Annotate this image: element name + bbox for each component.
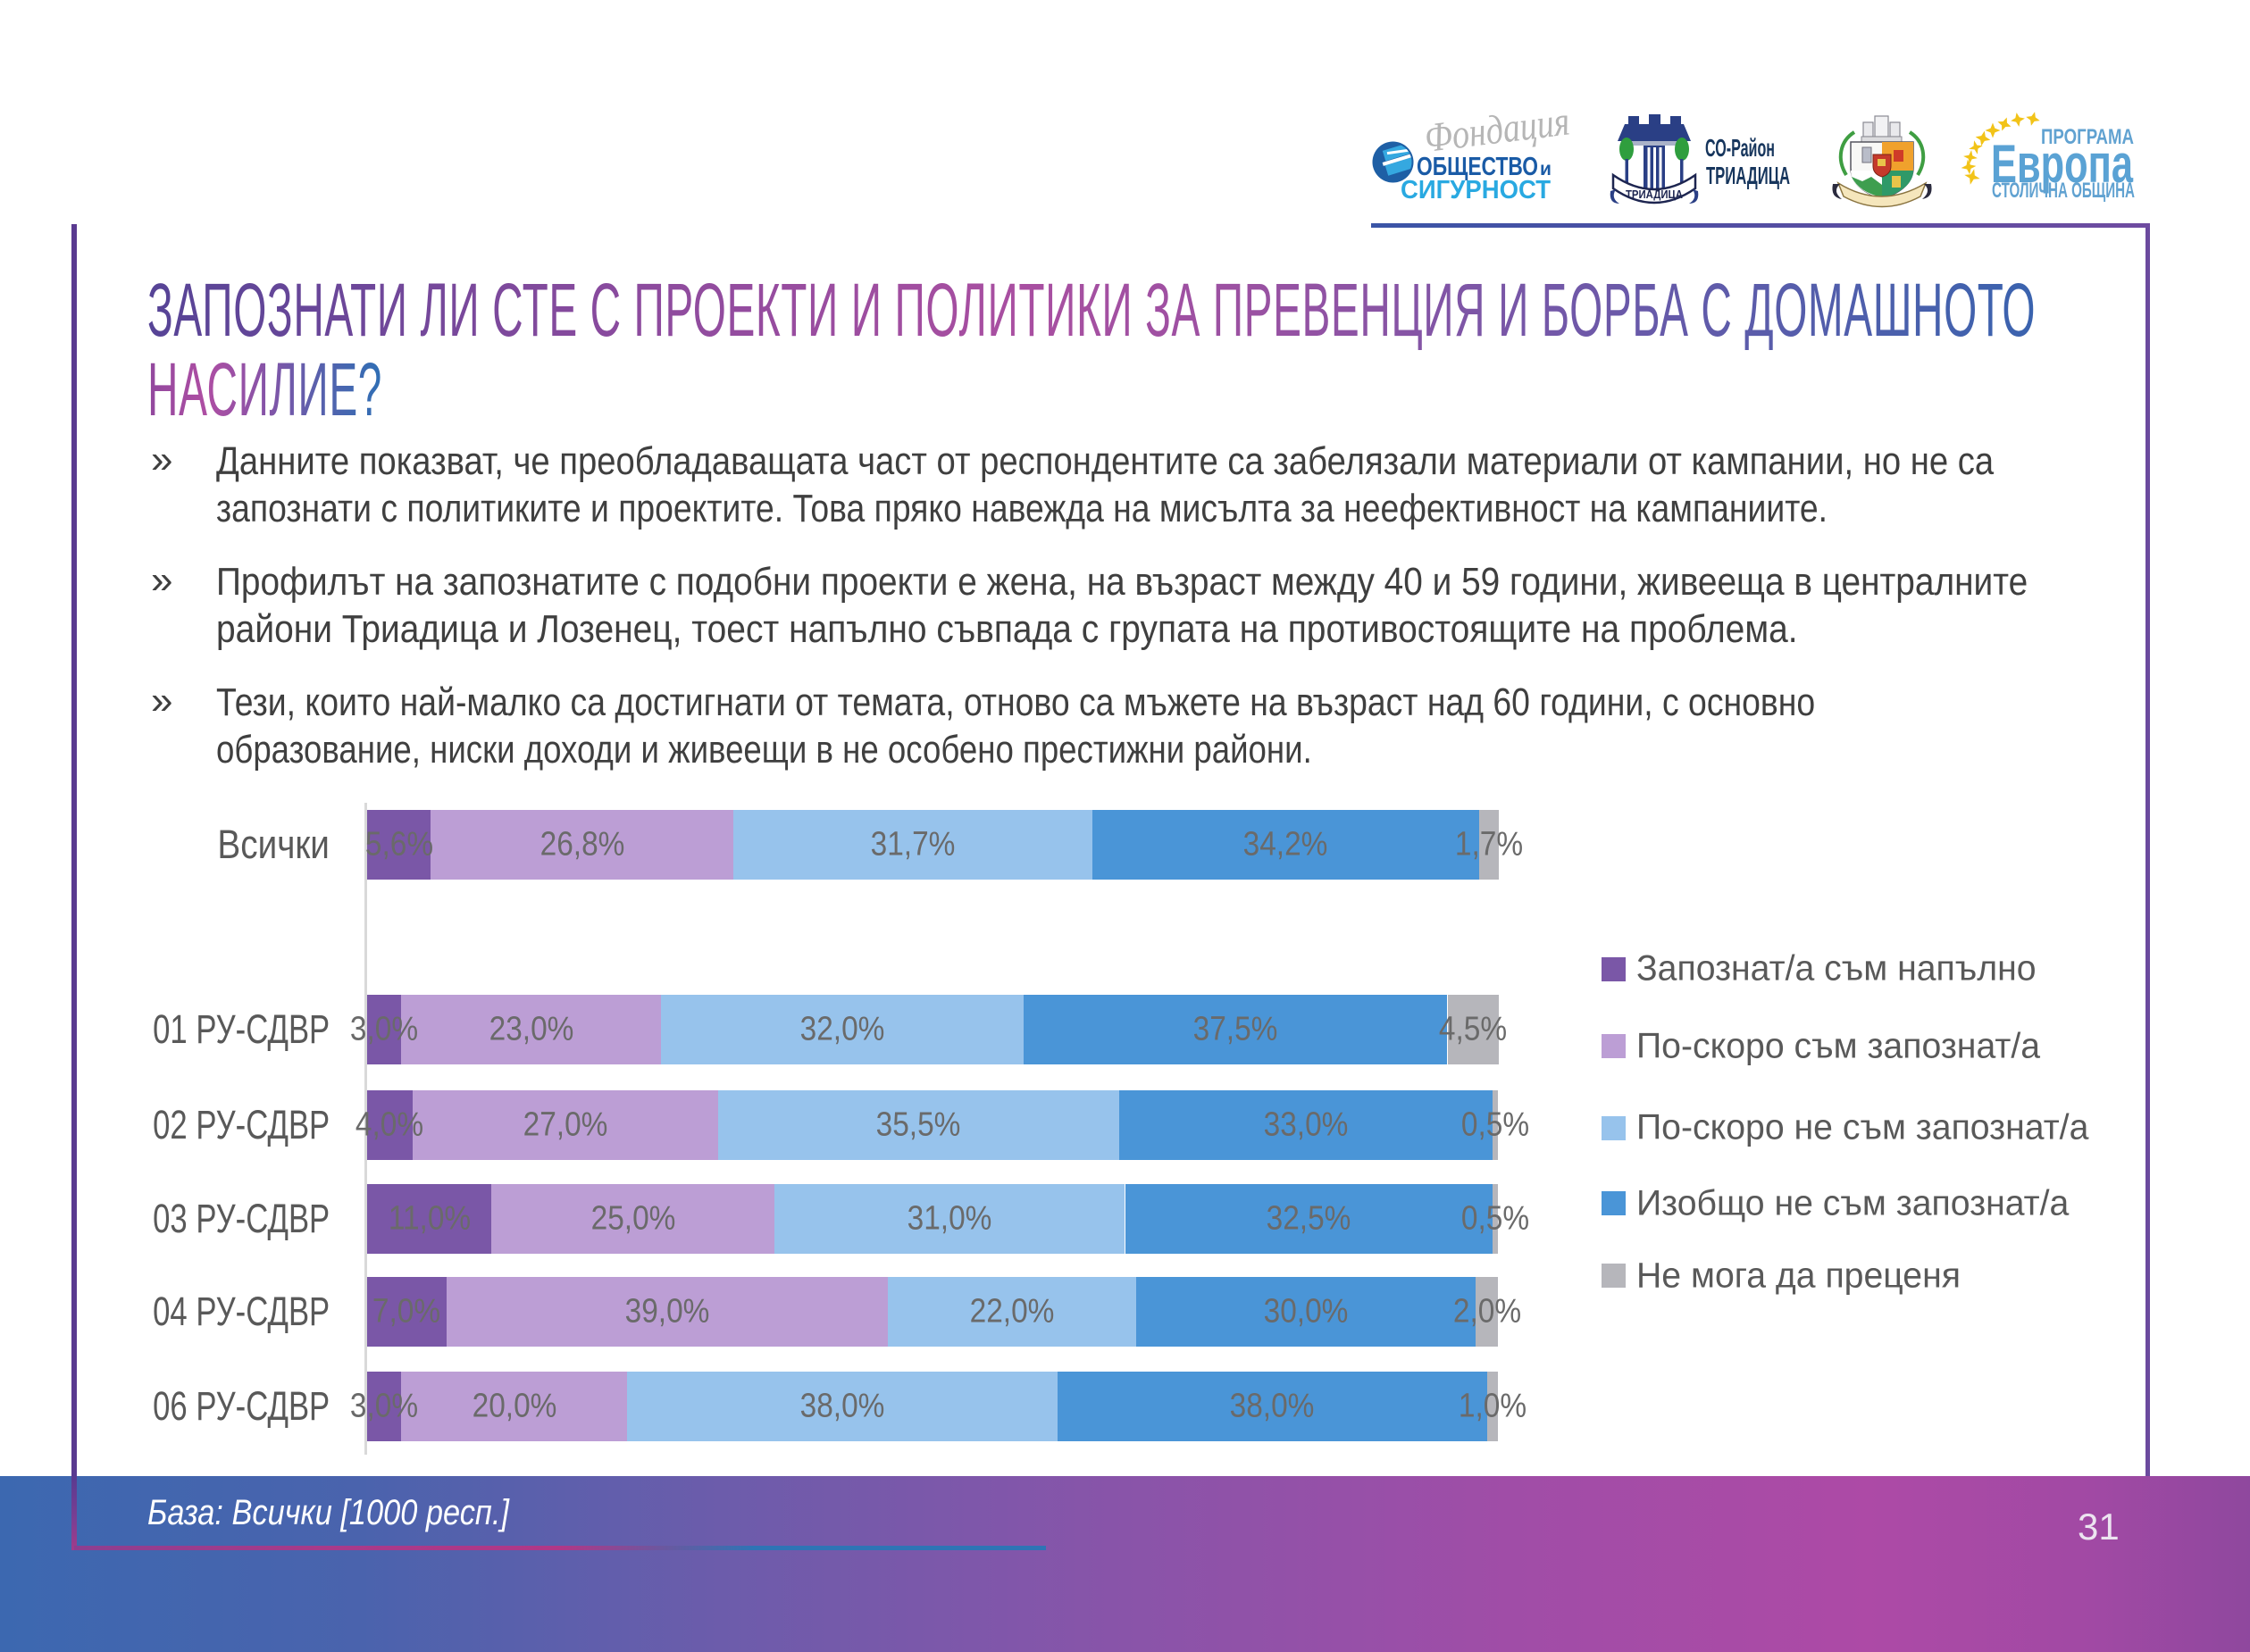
svg-text:СИГУРНОСТ: СИГУРНОСТ <box>1401 176 1551 204</box>
svg-text:ТРИАДИЦА: ТРИАДИЦА <box>1626 188 1684 201</box>
svg-text:СТОЛИЧНА ОБЩИНА: СТОЛИЧНА ОБЩИНА <box>1992 179 2135 203</box>
svg-text:Фондация: Фондация <box>1422 97 1572 160</box>
svg-text:и: и <box>1540 159 1552 179</box>
svg-text:ОБЩЕСТВО: ОБЩЕСТВО <box>1417 153 1538 181</box>
svg-text:ПРОГРАМА: ПРОГРАМА <box>2041 125 2134 149</box>
svg-text:ТРИАДИЦА: ТРИАДИЦА <box>1706 162 1790 189</box>
svg-text:Европа: Европа <box>1991 134 2133 194</box>
svg-text:СО-Район: СО-Район <box>1705 134 1775 162</box>
